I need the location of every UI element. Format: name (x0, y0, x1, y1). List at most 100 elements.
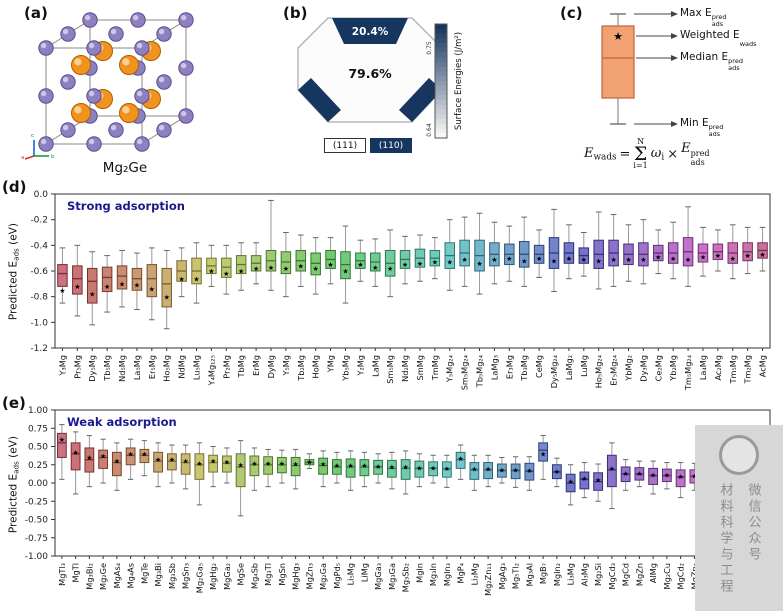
x-tick-label: Mg₅Tl₂ (511, 563, 521, 589)
x-tick-label: Tm₅Mg₂₄ (683, 354, 693, 391)
colorbar-strip (435, 114, 447, 120)
box-item: ★ MgIn₂ (552, 457, 562, 586)
colorbar-strip (435, 128, 447, 134)
box-item: ★ MgTl₃ (57, 424, 67, 586)
ge-atom (86, 136, 102, 152)
y-tick-label: 1.00 (28, 406, 48, 416)
box-item: ★ Mg₂Si (593, 463, 603, 586)
box-item: ★ TbMg (235, 242, 247, 378)
panel-e-letter: (e) (2, 394, 26, 412)
x-tick-label: HoMg (311, 355, 321, 378)
plot-frame (54, 409, 771, 557)
weighted-star-marker: ★ (387, 265, 393, 273)
arrowhead-weighted (671, 33, 678, 39)
x-tick-label: MgTl₃ (57, 563, 67, 586)
x-tick-label: MgZn₃ (304, 563, 314, 589)
colorbar-strip (435, 123, 447, 129)
x-tick-label: MgHg₂ (208, 563, 218, 590)
box-item: ★ CeMg (533, 229, 545, 378)
weighted-star-marker: ★ (89, 291, 95, 299)
ge-atom (38, 40, 54, 56)
box-item: ★ Pr₅Mg (72, 244, 83, 379)
y-tick-label: -0.25 (25, 497, 48, 507)
boxplot-schematic: ★ (601, 11, 678, 127)
facet-top-percentage: 20.4% (352, 26, 389, 38)
weighted-star-marker: ★ (375, 463, 381, 471)
schematic-star-marker: ★ (613, 30, 623, 43)
weighted-star-marker: ★ (134, 282, 140, 290)
x-tick-label: Mg₃Al (524, 563, 534, 586)
box-item: ★ MgCd (621, 459, 631, 586)
box-item: ★ Mg₃Tl (263, 448, 273, 586)
box-item: ★ Sm₅Mg₂₄ (459, 216, 470, 390)
colorbar-strip (435, 100, 447, 106)
colorbar-strip (435, 62, 447, 68)
box-item: ★ Mg₃Bi₂ (84, 435, 94, 590)
colorbar-strip (435, 28, 447, 34)
x-tick-label: Dy₅Mg (87, 355, 97, 382)
x-tick-label: Mg₂Zn₁₁ (483, 563, 493, 596)
weighted-star-marker: ★ (581, 475, 587, 483)
facet-110-left (298, 78, 341, 122)
x-tick-label: Mg₂Ga₅ (194, 563, 204, 593)
formula-weight: ωi (650, 145, 665, 163)
weighted-star-marker: ★ (521, 257, 527, 265)
box-item: ★ LaMg (370, 238, 381, 377)
box-item: ★ Mg₃Ga (387, 451, 397, 590)
box-item: ★ Mg₄As (126, 438, 136, 588)
weighted-star-marker: ★ (313, 265, 319, 273)
x-tick-label: Pr₅Mg (72, 355, 82, 379)
x-tick-label: LaMg₃ (489, 355, 499, 380)
ge-atom (130, 12, 146, 28)
y-tick-label: 0.00 (28, 479, 48, 489)
x-tick-label: Er₃Mg (504, 355, 514, 379)
weighted-star-marker: ★ (551, 257, 557, 265)
colorbar-strip (435, 66, 447, 72)
structure-caption: Mg₂Ge (102, 160, 148, 176)
x-tick-label: MgSe (236, 563, 246, 586)
y-tick-label: -1.2 (30, 344, 48, 354)
panel-d-letter: (d) (2, 178, 27, 196)
ge-atom (60, 26, 76, 42)
x-tick-label: Y₄Mg₁₂₅ (206, 355, 216, 386)
box-item: ★ Pr₂Mg (221, 244, 232, 379)
ge-atom (156, 122, 172, 138)
panel-c-letter: (c) (560, 4, 583, 22)
weighted-star-marker: ★ (700, 253, 706, 261)
ge-atom (38, 136, 54, 152)
chart-title: Strong adsorption (67, 199, 185, 213)
x-tick-label: Mg₂Ge (98, 563, 108, 590)
x-tick-label: Mg₂Si (593, 563, 603, 586)
x-tick-label: MgTl (71, 563, 81, 583)
box-item: ★ MgIn (414, 453, 424, 583)
weighted-star-marker: ★ (554, 468, 560, 476)
x-tick-label: Tb₅Mg₂₄ (475, 354, 485, 388)
panel-a-letter: (a) (24, 4, 48, 22)
weighted-star-marker: ★ (182, 458, 188, 466)
weighted-star-marker: ★ (86, 454, 92, 462)
weighted-star-marker: ★ (581, 256, 587, 264)
x-tick-label: MgIn (414, 563, 424, 583)
ge-atom (60, 122, 76, 138)
box-item: ★ DyMg (265, 199, 277, 378)
ge-atom (156, 74, 172, 90)
x-tick-label: MgP₄ (456, 562, 466, 583)
box-item: ★ MgZn₂ (689, 462, 699, 589)
x-tick-label: LaMg (370, 355, 380, 377)
weighted-star-marker: ★ (119, 280, 125, 288)
colorbar-strip (435, 90, 447, 96)
colorbar-tick-top: 0.75 (426, 41, 433, 55)
watermark-text: 微信公众号 (745, 483, 761, 563)
e-yaxis-label: Predicted Eads (eV) (7, 436, 21, 534)
x-tick-label: Y₂Mg (355, 355, 365, 377)
y-tick-label: -1.00 (25, 552, 49, 562)
weighted-star-marker: ★ (237, 461, 243, 469)
x-tick-label: Mg₃In (428, 563, 438, 586)
box-item: ★ Tm₅Mg (727, 224, 739, 385)
weighted-star-marker: ★ (114, 458, 120, 466)
weighted-star-marker: ★ (306, 458, 312, 466)
x-tick-label: TbMg (236, 355, 246, 378)
legend-chip-111-label: (111) (332, 140, 358, 151)
